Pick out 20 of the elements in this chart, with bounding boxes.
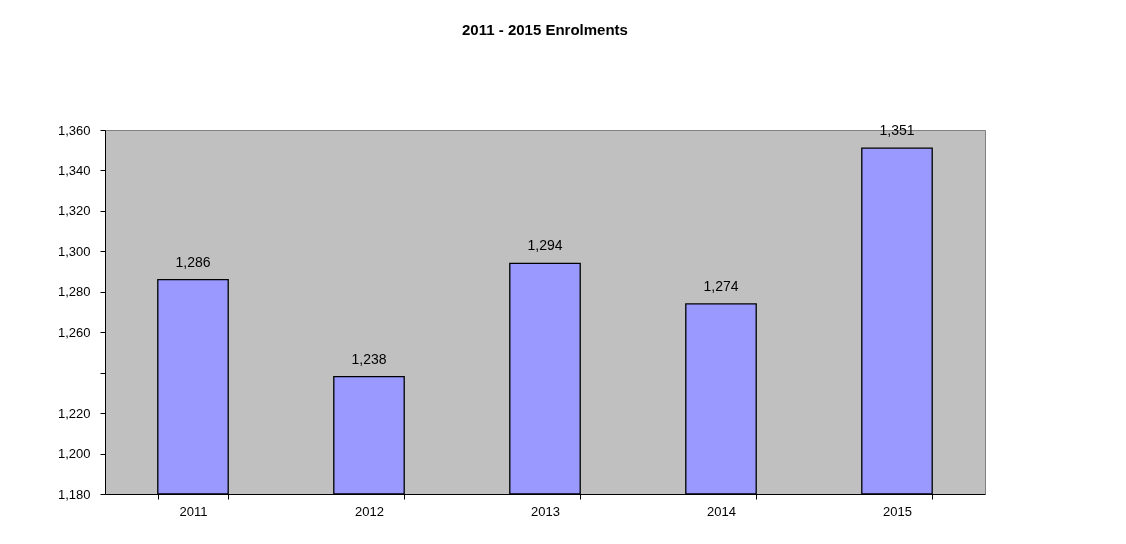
- x-tick-label: 2011: [179, 503, 208, 519]
- y-tick-label: 1,180: [57, 486, 91, 502]
- y-tick-label: 1,260: [57, 324, 91, 340]
- data-label: 1,286: [175, 253, 211, 270]
- data-label: 1,274: [703, 277, 739, 294]
- y-tick-label: 1,320: [57, 203, 91, 219]
- data-label: 1,351: [879, 122, 915, 139]
- y-tick-label: 1,220: [57, 405, 91, 421]
- y-tick-label: 1,200: [57, 446, 91, 462]
- x-tick-label: 2012: [355, 503, 384, 519]
- y-tick-label: 1,300: [57, 243, 91, 259]
- y-tick-label: 1,340: [57, 162, 91, 178]
- x-tick-label: 2014: [707, 503, 736, 519]
- x-tick-label: 2013: [531, 503, 560, 519]
- data-label: 1,238: [351, 350, 387, 367]
- x-tick-label: 2015: [883, 503, 912, 519]
- y-tick-label: 1,360: [57, 122, 91, 138]
- y-tick-label: 1,280: [57, 284, 91, 300]
- chart-title: 2011 - 2015 Enrolments: [462, 21, 628, 38]
- data-label: 1,294: [527, 237, 563, 254]
